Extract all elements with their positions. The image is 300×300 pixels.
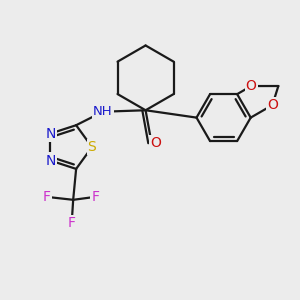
- Text: F: F: [43, 190, 51, 204]
- Text: F: F: [68, 216, 76, 230]
- Text: F: F: [91, 190, 99, 204]
- Text: NH: NH: [93, 105, 113, 118]
- Text: N: N: [45, 127, 56, 141]
- Text: O: O: [267, 98, 278, 112]
- Text: O: O: [246, 79, 256, 93]
- Text: O: O: [151, 136, 161, 150]
- Text: N: N: [45, 154, 56, 168]
- Text: S: S: [88, 140, 96, 154]
